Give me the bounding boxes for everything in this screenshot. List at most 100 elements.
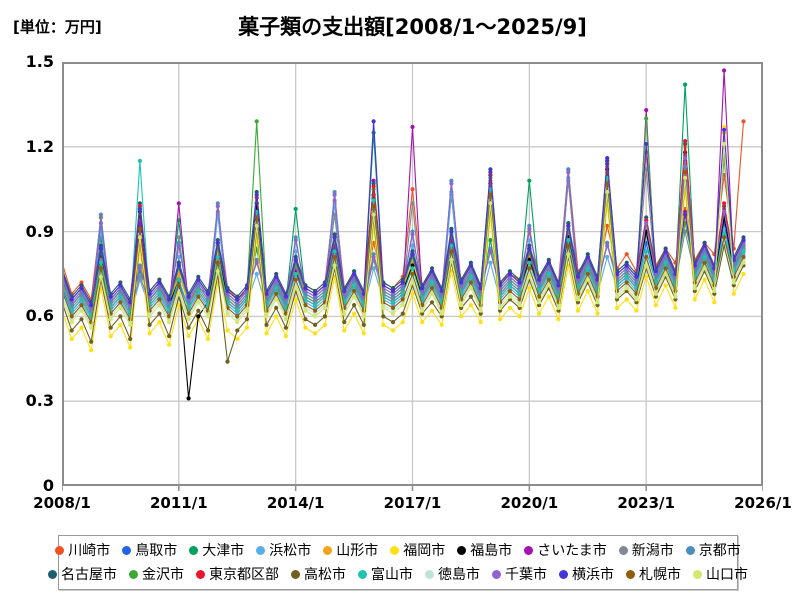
data-point [507, 271, 512, 277]
data-point [98, 266, 103, 271]
data-point [225, 288, 230, 294]
data-point [79, 303, 84, 308]
legend-dot-icon [256, 546, 266, 555]
data-point [303, 325, 308, 330]
data-point [527, 223, 532, 228]
data-point [537, 300, 542, 305]
legend-item-徳島市: 徳島市 [425, 567, 480, 583]
data-point [527, 266, 532, 271]
data-point [400, 320, 405, 325]
data-point [624, 252, 629, 257]
data-point [313, 303, 318, 308]
data-point [605, 254, 610, 260]
data-point [303, 297, 308, 302]
data-point [381, 322, 386, 327]
data-point [118, 305, 123, 310]
data-point [712, 288, 717, 294]
data-point [342, 288, 347, 294]
data-point [303, 303, 308, 308]
data-point [429, 308, 435, 313]
data-point [624, 286, 629, 291]
data-point [517, 303, 522, 308]
data-point [215, 269, 220, 274]
data-point [644, 249, 649, 254]
data-point [371, 181, 376, 186]
data-point [731, 291, 736, 296]
legend-label: 横浜市 [572, 566, 614, 583]
data-point [137, 158, 142, 163]
data-point [69, 300, 74, 305]
data-point [167, 334, 172, 339]
data-point [692, 288, 697, 294]
data-point [683, 164, 688, 169]
legend-item-千葉市: 千葉市 [492, 567, 547, 583]
data-point [410, 187, 415, 192]
data-point [293, 277, 298, 282]
data-point [575, 300, 581, 305]
data-point [527, 178, 532, 183]
data-point [89, 339, 94, 344]
data-point [69, 297, 74, 302]
data-point [585, 266, 590, 271]
data-point [614, 294, 620, 299]
data-point [478, 308, 483, 313]
data-point [390, 300, 396, 305]
legend-item-福岡市: 福岡市 [390, 543, 445, 559]
data-point [663, 260, 668, 265]
data-point [566, 243, 571, 248]
data-point [303, 286, 308, 291]
data-point [128, 300, 133, 305]
data-point [410, 201, 415, 206]
data-point [498, 305, 503, 310]
data-point [118, 294, 123, 299]
plot-svg [59, 62, 764, 491]
data-point [741, 271, 746, 277]
data-point [702, 277, 707, 282]
data-point [137, 235, 142, 240]
data-point [381, 305, 386, 310]
data-point [322, 305, 327, 310]
data-point [546, 271, 551, 277]
legend-label: 徳島市 [438, 566, 480, 583]
data-point [605, 181, 610, 186]
data-point [722, 127, 727, 132]
data-point [332, 263, 337, 268]
data-point [410, 252, 415, 257]
data-point [585, 254, 590, 260]
data-point [283, 317, 288, 322]
data-point [731, 280, 736, 285]
x-tick-label: 2014/1 [266, 494, 325, 512]
data-point [439, 322, 444, 327]
legend-item-札幌市: 札幌市 [626, 567, 681, 583]
data-point [527, 260, 532, 265]
data-point [235, 320, 240, 325]
legend-item-鳥取市: 鳥取市 [122, 543, 177, 559]
data-point [69, 328, 74, 333]
data-point [653, 291, 659, 296]
legend-row: 名古屋市 金沢市 東京都区部 高松市 富山市 徳島市 千葉市 横浜市 札幌市 山口市 [48, 563, 748, 587]
data-point [215, 260, 220, 265]
data-point [673, 294, 678, 299]
data-point [653, 303, 659, 308]
legend-item-横浜市: 横浜市 [559, 567, 614, 583]
data-point [390, 311, 396, 316]
data-point [439, 311, 444, 316]
legend-item-浜松市: 浜松市 [256, 543, 311, 559]
legend-item-東京都区部: 東京都区部 [196, 567, 279, 583]
data-point [381, 283, 386, 288]
legend-label: 金沢市 [142, 566, 184, 583]
data-point [118, 322, 123, 327]
data-point [235, 300, 240, 305]
legend-label: 浜松市 [269, 542, 312, 559]
y-tick-label: 0.3 [25, 391, 54, 411]
plot-area [59, 62, 764, 494]
data-point [342, 328, 347, 333]
data-point [176, 254, 181, 260]
data-point [527, 243, 532, 248]
legend-item-山口市: 山口市 [693, 567, 748, 583]
data-point [69, 314, 74, 319]
data-point [157, 280, 162, 285]
legend-item-福島市: 福島市 [457, 543, 512, 559]
data-point [293, 286, 298, 291]
data-point [585, 288, 590, 294]
